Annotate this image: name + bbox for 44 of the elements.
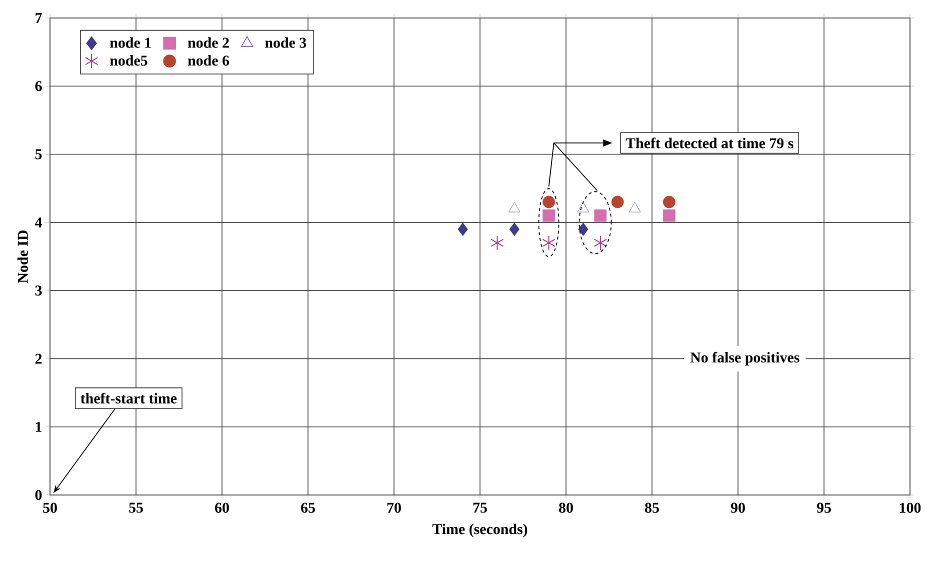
x-tick-label: 90 — [730, 502, 745, 513]
point — [490, 235, 504, 250]
legend-label: node5 — [110, 55, 148, 66]
x-tick-label: 50 — [43, 502, 57, 513]
y-tick-label: 0 — [35, 490, 42, 500]
legend-label: node 1 — [110, 37, 151, 48]
x-tick-label: 70 — [387, 502, 401, 513]
x-tick-label: 95 — [816, 502, 831, 513]
x-tick-label: 80 — [559, 502, 573, 513]
point — [663, 209, 676, 222]
point — [577, 202, 590, 212]
y-tick-label: 4 — [34, 218, 42, 228]
x-tick-label: 60 — [215, 502, 229, 513]
x-axis-title: Time (seconds) — [432, 524, 528, 538]
y-tick-label: 3 — [35, 286, 42, 296]
point — [508, 202, 520, 212]
point — [594, 209, 607, 222]
point — [542, 235, 556, 250]
legend-label: node 2 — [188, 37, 229, 48]
point — [458, 222, 468, 236]
x-tick-label: 85 — [645, 502, 659, 513]
y-tick-label: 1 — [36, 422, 42, 432]
x-tick-label: 75 — [473, 502, 487, 513]
y-axis-title: Node ID — [17, 230, 28, 283]
point — [578, 222, 588, 236]
point — [542, 196, 556, 208]
point — [509, 222, 520, 236]
point — [542, 209, 556, 222]
annotation: Theft detected at time 79 s — [626, 138, 794, 148]
x-tick-label: 55 — [129, 502, 143, 513]
point — [628, 202, 641, 212]
y-tick-label: 2 — [35, 354, 42, 364]
y-tick-label: 5 — [35, 149, 42, 160]
point — [663, 196, 676, 208]
y-tick-label: 7 — [36, 13, 42, 23]
x-tick-label: 100 — [900, 502, 921, 513]
legend-label: node 6 — [188, 55, 230, 66]
point — [594, 235, 607, 250]
point — [611, 196, 624, 208]
x-tick-label: 65 — [301, 502, 315, 513]
y-tick-label: 6 — [35, 81, 42, 92]
annotation: theft-start time — [80, 392, 177, 404]
annotation: No false positives — [690, 352, 800, 366]
legend-label: node 3 — [265, 37, 306, 48]
